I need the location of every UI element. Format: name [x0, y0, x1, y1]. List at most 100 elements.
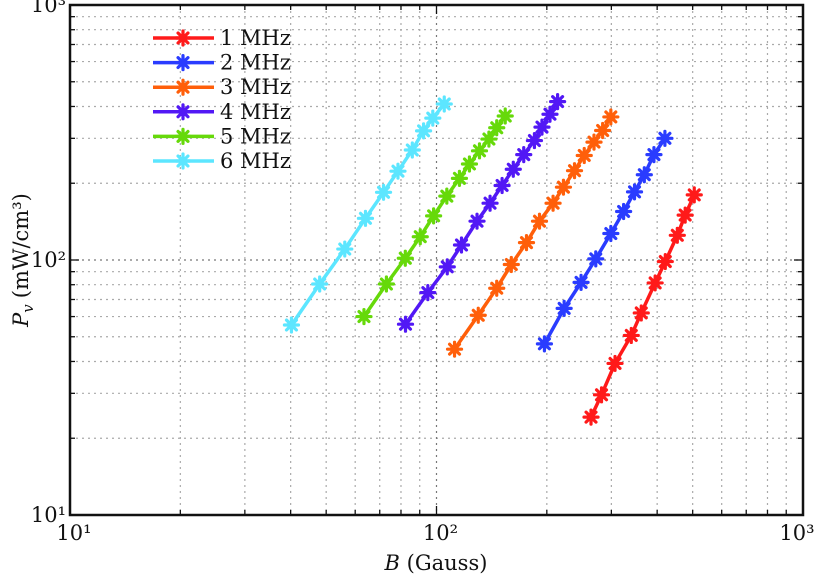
- data-point-marker: [622, 326, 640, 345]
- data-point-marker: [632, 304, 650, 322]
- data-point-marker: [414, 122, 433, 140]
- data-point-marker: [602, 108, 620, 126]
- data-point-marker: [645, 146, 663, 164]
- data-point-marker: [515, 146, 533, 164]
- y-tick-label: 10³: [31, 0, 66, 17]
- data-point-marker: [282, 316, 301, 334]
- data-point-marker: [450, 169, 469, 187]
- data-point-marker: [468, 212, 486, 230]
- y-tick-label: 10²: [31, 248, 66, 272]
- legend-item: 6 MHz: [153, 149, 291, 173]
- data-point-marker: [336, 240, 354, 258]
- data-point-marker: [396, 249, 414, 267]
- x-tick-label: 10²: [423, 521, 458, 545]
- data-point-marker: [575, 146, 593, 165]
- legend-label: 6 MHz: [220, 149, 291, 173]
- data-point-marker: [452, 236, 471, 254]
- grid: [70, 5, 803, 515]
- tick-labels: 10¹ 10² 10³ 10¹ 10² 10³: [31, 0, 815, 545]
- legend-item: 3 MHz: [153, 75, 291, 99]
- data-point-marker: [411, 228, 429, 246]
- data-point-marker: [425, 207, 443, 225]
- data-point-marker: [356, 209, 375, 227]
- data-point-marker: [544, 194, 562, 212]
- series-layer: [282, 93, 703, 426]
- data-point-marker: [493, 176, 511, 195]
- legend-label: 2 MHz: [220, 51, 291, 75]
- data-point-marker: [174, 127, 192, 145]
- data-point-marker: [488, 119, 506, 137]
- data-point-marker: [445, 340, 464, 358]
- legend-label: 5 MHz: [220, 124, 291, 148]
- data-point-marker: [438, 258, 456, 276]
- data-point-marker: [174, 103, 192, 121]
- legend-label: 4 MHz: [220, 100, 291, 124]
- data-point-marker: [606, 354, 624, 373]
- data-point-marker: [565, 162, 584, 180]
- data-point-marker: [438, 187, 456, 205]
- data-point-marker: [592, 386, 611, 404]
- data-point-marker: [615, 202, 633, 221]
- x-tick-label: 10¹: [56, 521, 91, 545]
- data-point-marker: [646, 274, 664, 292]
- data-point-marker: [554, 178, 573, 196]
- data-point-marker: [525, 131, 544, 150]
- data-point-marker: [311, 275, 329, 293]
- x-tick-label: 10³: [779, 521, 814, 545]
- data-point-marker: [685, 186, 703, 204]
- data-point-marker: [496, 107, 514, 125]
- data-point-marker: [541, 105, 559, 123]
- legend-label: 1 MHz: [220, 26, 291, 50]
- series-4-mhz: [396, 93, 567, 333]
- x-axis-label: B (Gauss): [384, 551, 488, 575]
- data-point-marker: [555, 299, 573, 317]
- legend-label: 3 MHz: [220, 75, 291, 99]
- data-point-marker: [656, 252, 674, 271]
- data-point-marker: [587, 250, 605, 268]
- data-point-marker: [469, 306, 487, 324]
- data-point-marker: [594, 121, 612, 140]
- series-line: [589, 194, 696, 418]
- data-point-marker: [533, 118, 551, 136]
- data-point-marker: [470, 142, 489, 160]
- data-point-marker: [480, 130, 498, 148]
- data-point-marker: [602, 224, 620, 243]
- data-point-marker: [419, 284, 437, 302]
- legend-item: 4 MHz: [153, 100, 291, 124]
- data-point-marker: [530, 212, 549, 230]
- series-5-mhz: [355, 107, 514, 326]
- data-point-marker: [572, 273, 590, 291]
- data-point-marker: [174, 29, 192, 47]
- series-line: [542, 137, 667, 345]
- data-point-marker: [625, 183, 644, 201]
- legend-item: 2 MHz: [153, 51, 291, 75]
- data-point-marker: [174, 78, 192, 96]
- series-1-mhz: [582, 186, 703, 426]
- data-point-marker: [635, 166, 653, 184]
- series-6-mhz: [282, 95, 453, 334]
- series-3-mhz: [445, 108, 620, 358]
- data-point-marker: [174, 53, 192, 72]
- data-point-marker: [374, 183, 393, 201]
- legend-item: 5 MHz: [153, 124, 291, 148]
- data-point-marker: [435, 95, 453, 113]
- y-axis-label: Pv(mW/cm³): [9, 193, 37, 328]
- data-point-marker: [676, 206, 694, 224]
- y-tick-label: 10¹: [31, 503, 66, 527]
- legend-item: 1 MHz: [153, 26, 291, 50]
- data-point-marker: [424, 109, 442, 127]
- data-point-marker: [460, 155, 479, 173]
- data-point-marker: [396, 315, 415, 333]
- data-point-marker: [504, 160, 522, 178]
- ticks: [70, 5, 803, 515]
- data-point-marker: [174, 152, 192, 170]
- data-point-marker: [355, 307, 373, 326]
- data-point-marker: [582, 408, 600, 426]
- series-2-mhz: [535, 129, 674, 353]
- data-point-marker: [535, 335, 554, 353]
- data-point-marker: [548, 93, 567, 111]
- data-point-marker: [656, 129, 674, 147]
- data-point-marker: [585, 133, 603, 151]
